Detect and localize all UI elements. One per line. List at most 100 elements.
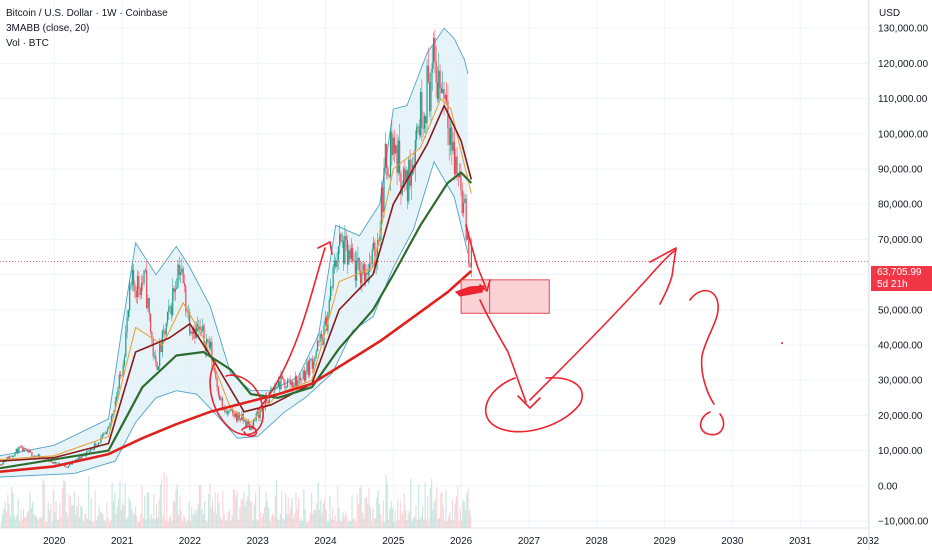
candle-body [303, 370, 306, 381]
support-marker [454, 285, 485, 297]
candle-body [396, 145, 398, 173]
candle-body [328, 299, 330, 313]
volume-bar [338, 508, 340, 528]
candle-body [393, 137, 396, 153]
volume-bar [371, 521, 373, 528]
candle-body [123, 356, 126, 366]
y-tick-label: 130,000.00 [878, 24, 928, 35]
volume-bar [394, 511, 396, 528]
candle-body [374, 242, 376, 267]
candle-body [88, 450, 90, 452]
candle-body [414, 139, 416, 168]
volume-bar [253, 505, 255, 528]
candle-body [211, 341, 213, 362]
drawing-dot [781, 342, 783, 344]
volume-bar [219, 516, 221, 528]
volume-bar [179, 496, 181, 528]
volume-bar [433, 501, 435, 528]
volume-bar [458, 520, 460, 528]
candle-body [333, 260, 336, 268]
volume-bar [106, 502, 108, 528]
candle-body [409, 159, 411, 186]
candle-body [170, 306, 173, 315]
candle-body [11, 456, 13, 457]
candle-body [345, 235, 347, 240]
volume-bar [202, 514, 205, 528]
symbol-title[interactable]: Bitcoin / U.S. Dollar · 1W · Coinbase [6, 8, 168, 19]
x-tick-label: 2031 [789, 536, 812, 547]
candle-body [297, 380, 299, 388]
candle-body [185, 285, 187, 311]
candle-body [464, 198, 466, 203]
volume-bar [213, 511, 215, 528]
candle-body [380, 187, 382, 231]
volume-bar [427, 495, 429, 528]
volume-bar [403, 493, 405, 528]
candle-body [254, 420, 256, 421]
volume-bar [114, 492, 116, 528]
volume-bar [24, 517, 26, 528]
candle-body [199, 326, 201, 330]
volume-bar [38, 517, 40, 528]
volume-bar [360, 486, 362, 528]
volume-bar [185, 521, 188, 528]
volume-bar [398, 520, 400, 528]
candle-body [189, 312, 191, 334]
x-tick-label: 2030 [721, 536, 744, 547]
volume-bar [258, 485, 261, 528]
volume-bar [76, 506, 78, 528]
candle-body [228, 410, 230, 414]
candle-body [112, 413, 114, 416]
volume-bar [389, 508, 391, 528]
volume-bar [7, 494, 9, 528]
volume-bar [277, 518, 279, 528]
volume-bar [28, 510, 30, 528]
volume-bar [320, 499, 322, 528]
volume-bar [61, 488, 64, 528]
candle-body [314, 357, 316, 362]
volume-bar [123, 505, 125, 528]
volume-bar [98, 506, 100, 528]
indicator-label[interactable]: 3MABB (close, 20) [6, 23, 90, 34]
volume-bar [292, 518, 294, 528]
candle-body [140, 282, 143, 296]
y-tick-label: 20,000.00 [878, 411, 923, 422]
volume-bar [467, 488, 469, 528]
candle-body [256, 411, 259, 414]
volume-bar [434, 499, 437, 528]
volume-bar [395, 521, 398, 528]
candle-body [384, 143, 386, 168]
candle-body [430, 72, 432, 112]
candle-body [273, 387, 276, 391]
volume-bar [148, 491, 150, 528]
candle-body [399, 140, 401, 174]
candle-body [220, 398, 222, 400]
volume-bar [431, 479, 433, 528]
volume-bar [446, 521, 448, 528]
candle-body [288, 379, 290, 381]
volume-bar [149, 518, 151, 528]
volume-bar [369, 506, 371, 528]
volume-label[interactable]: Vol · BTC [6, 38, 49, 49]
volume-bar [438, 517, 441, 528]
volume-bar [175, 489, 177, 528]
volume-bar [193, 510, 195, 528]
volume-bar [368, 488, 370, 528]
volume-bar [140, 513, 142, 528]
volume-bar [86, 518, 88, 528]
volume-bar [162, 515, 164, 528]
volume-bar [41, 517, 43, 528]
volume-bar [449, 512, 451, 528]
volume-bar [243, 491, 245, 528]
volume-bar [153, 493, 155, 528]
volume-bar [278, 519, 280, 528]
candle-body [157, 366, 159, 370]
volume-bar [107, 517, 109, 528]
candle-body [358, 257, 360, 272]
candle-body [400, 173, 402, 195]
volume-bar [217, 492, 219, 528]
volume-bar [144, 495, 146, 528]
volume-bar [441, 492, 443, 528]
